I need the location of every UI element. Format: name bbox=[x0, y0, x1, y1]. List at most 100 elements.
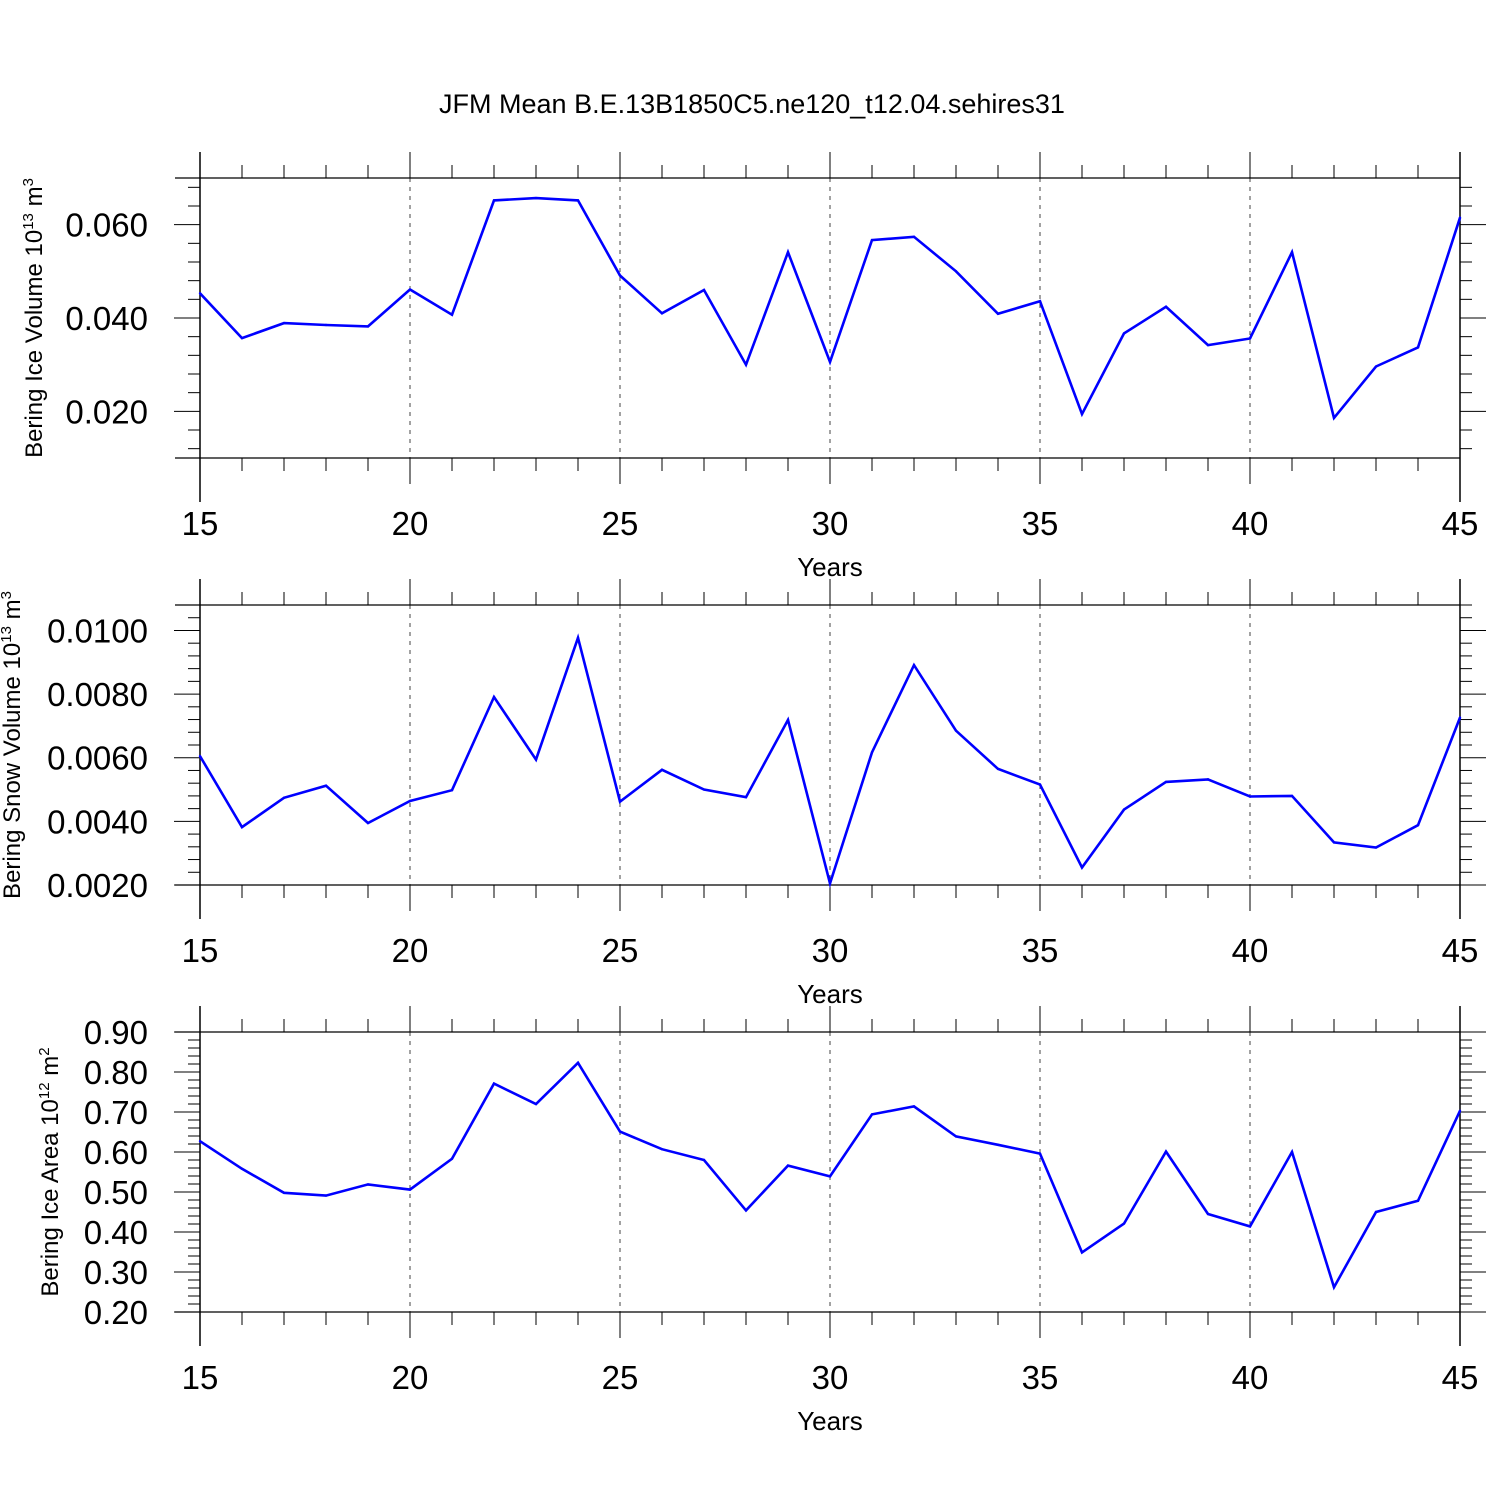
data-point bbox=[744, 1209, 748, 1212]
y-axis-label-text: Bering Snow Volume 10 bbox=[0, 643, 26, 899]
data-point bbox=[1374, 1210, 1378, 1214]
y-axis-label-text: Bering Ice Volume 10 bbox=[21, 230, 48, 458]
y-axis-label-superscript: 3 bbox=[0, 591, 15, 599]
y-tick-label: 0.80 bbox=[84, 1054, 148, 1091]
data-point bbox=[198, 754, 202, 758]
data-point bbox=[702, 1158, 706, 1162]
y-tick-label: 0.70 bbox=[84, 1094, 148, 1131]
data-point bbox=[198, 292, 202, 295]
data-point bbox=[282, 1191, 286, 1195]
y-axis-label-superscript: 3 bbox=[20, 178, 37, 186]
data-point bbox=[1080, 1251, 1084, 1254]
data-point bbox=[660, 312, 664, 315]
data-point bbox=[534, 758, 538, 761]
data-point bbox=[1416, 346, 1420, 349]
data-point bbox=[1122, 332, 1126, 335]
y-tick-label: 0.020 bbox=[65, 393, 148, 430]
y-axis-label: Bering Ice Area 1012 m2 bbox=[36, 1047, 64, 1296]
data-point bbox=[1458, 716, 1462, 719]
data-point bbox=[1038, 783, 1042, 786]
data-point bbox=[1248, 1225, 1252, 1228]
data-point bbox=[1458, 216, 1462, 219]
data-point bbox=[702, 788, 706, 791]
y-axis-label-text: Bering Ice Area 10 bbox=[37, 1099, 64, 1296]
data-point bbox=[870, 238, 874, 242]
data-point bbox=[1458, 1109, 1462, 1113]
data-point bbox=[618, 274, 622, 277]
data-point bbox=[954, 1135, 958, 1138]
y-tick-label: 0.0080 bbox=[47, 676, 148, 713]
data-point bbox=[996, 312, 1000, 315]
x-tick-label: 45 bbox=[1442, 505, 1479, 542]
data-point bbox=[1374, 846, 1378, 849]
data-point bbox=[534, 1102, 538, 1106]
data-point bbox=[1290, 251, 1294, 254]
data-point bbox=[534, 196, 538, 200]
y-tick-label: 0.30 bbox=[84, 1254, 148, 1291]
data-point bbox=[744, 363, 748, 366]
data-point bbox=[828, 1175, 832, 1178]
x-tick-label: 15 bbox=[182, 505, 219, 542]
y-axis-label-superscript: 12 bbox=[36, 1082, 53, 1099]
data-point bbox=[1332, 841, 1336, 844]
data-point bbox=[1248, 795, 1252, 798]
y-axis-label-superscript: 2 bbox=[36, 1047, 53, 1055]
data-point bbox=[282, 321, 286, 325]
data-point bbox=[324, 784, 328, 787]
data-point bbox=[1038, 300, 1042, 303]
y-tick-label: 0.0020 bbox=[47, 867, 148, 904]
data-point bbox=[1416, 823, 1420, 827]
data-point bbox=[660, 768, 664, 772]
y-axis-label: Bering Snow Volume 1013 m3 bbox=[0, 591, 26, 899]
data-point bbox=[492, 1082, 496, 1085]
data-point bbox=[1122, 808, 1126, 811]
x-tick-label: 25 bbox=[602, 932, 639, 969]
y-tick-label: 0.0060 bbox=[47, 740, 148, 777]
y-axis-label-text: m bbox=[0, 599, 26, 626]
data-point bbox=[576, 636, 580, 639]
data-point bbox=[1332, 1286, 1336, 1289]
x-tick-label: 35 bbox=[1022, 1359, 1059, 1396]
x-axis-label: Years bbox=[797, 979, 863, 1009]
data-point bbox=[1332, 416, 1336, 420]
x-tick-label: 25 bbox=[602, 505, 639, 542]
data-point bbox=[408, 799, 412, 803]
data-point bbox=[618, 1130, 622, 1133]
data-point bbox=[1164, 305, 1168, 308]
data-point bbox=[870, 751, 874, 754]
data-point bbox=[408, 288, 412, 291]
x-tick-label: 20 bbox=[392, 1359, 429, 1396]
chart-title: JFM Mean B.E.13B1850C5.ne120_t12.04.sehi… bbox=[439, 89, 1065, 119]
data-point bbox=[996, 1143, 1000, 1147]
data-point bbox=[324, 323, 328, 327]
data-point bbox=[450, 788, 454, 792]
data-point bbox=[198, 1140, 202, 1143]
data-point bbox=[912, 1105, 916, 1108]
data-point bbox=[786, 251, 790, 254]
data-point bbox=[1206, 1212, 1210, 1216]
x-tick-label: 15 bbox=[182, 1359, 219, 1396]
panels: 0.020 0.040 0.060 15 20 25 30 35 40 45 Years Bering… bbox=[0, 152, 1486, 1436]
data-point bbox=[240, 1167, 244, 1171]
x-tick-label: 40 bbox=[1232, 932, 1269, 969]
data-point bbox=[1290, 1150, 1294, 1154]
y-tick-label: 0.60 bbox=[84, 1134, 148, 1171]
y-axis-label-superscript: 13 bbox=[20, 213, 37, 230]
data-point bbox=[282, 796, 286, 800]
data-point bbox=[786, 718, 790, 722]
data-point bbox=[660, 1148, 664, 1151]
x-tick-label: 20 bbox=[392, 932, 429, 969]
data-point bbox=[1164, 1150, 1168, 1153]
data-point bbox=[1374, 365, 1378, 368]
data-point bbox=[1038, 1152, 1042, 1155]
data-point bbox=[492, 695, 496, 699]
data-point bbox=[576, 1061, 580, 1065]
data-point bbox=[1206, 778, 1210, 781]
data-point bbox=[912, 663, 916, 667]
x-tick-label: 30 bbox=[812, 505, 849, 542]
x-axis-label: Years bbox=[797, 1406, 863, 1436]
data-point bbox=[576, 199, 580, 202]
data-point bbox=[828, 882, 832, 885]
x-tick-label: 25 bbox=[602, 1359, 639, 1396]
